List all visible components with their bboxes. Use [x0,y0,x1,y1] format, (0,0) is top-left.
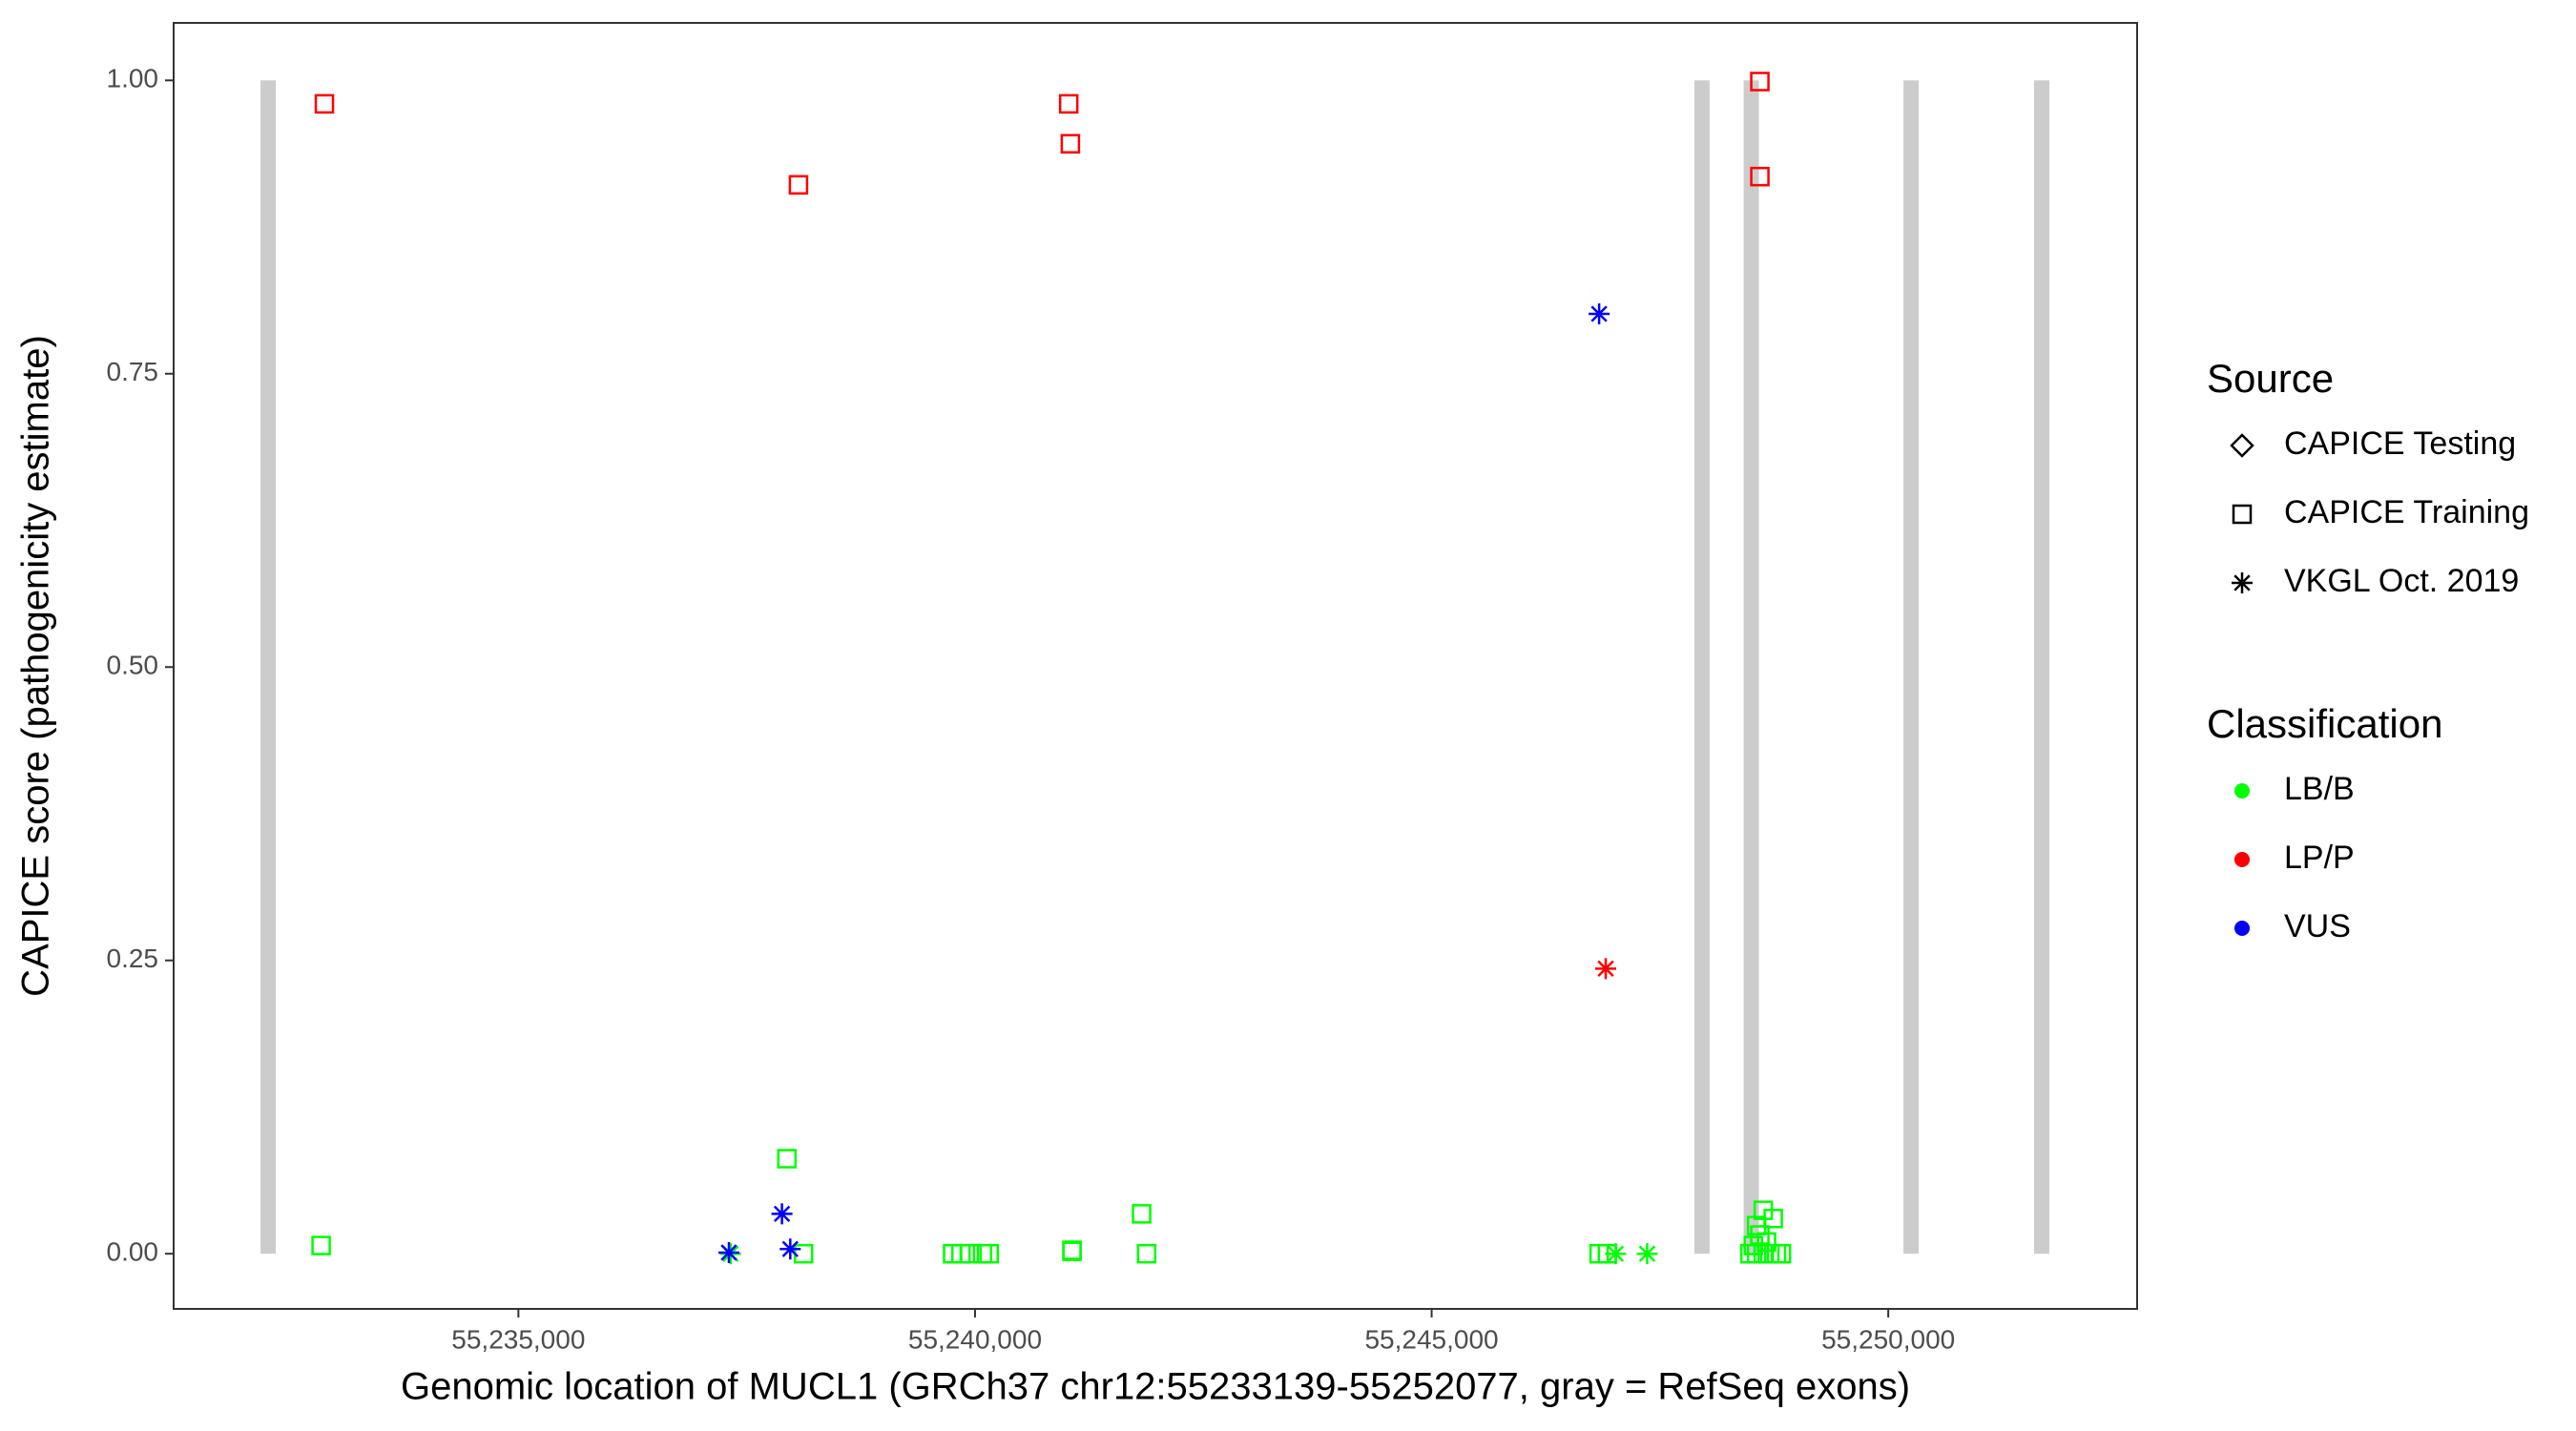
legend-symbol [2232,572,2253,593]
legend-symbol [2232,504,2253,525]
data-point [959,1243,980,1264]
exon-bar [1743,80,1759,1255]
square-shape [1136,1243,1157,1264]
x-tick-label: 55,240,000 [908,1324,1042,1354]
legend-symbol [2234,921,2250,936]
legend-label: LP/P [2284,840,2355,876]
data-point [1766,1243,1787,1264]
data-point [1060,134,1081,154]
square-shape [777,1149,798,1169]
data-point [1636,1243,1658,1265]
legend-symbol [2234,852,2250,867]
data-point [1062,1241,1082,1261]
square-shape [1750,1225,1770,1245]
square-shape [1766,1243,1787,1264]
data-point [311,1235,331,1255]
plot-border [173,22,2138,1310]
square-shape [959,1243,980,1264]
square-shape [788,175,809,195]
data-point [793,1243,814,1264]
asterisk-arm [1590,305,1608,322]
square-shape [793,1243,814,1264]
asterisk-arm [720,1244,737,1261]
legend-label: CAPICE Testing [2284,425,2516,462]
square-shape [2232,504,2253,525]
square-shape [979,1243,1000,1264]
asterisk-arm [2233,574,2251,591]
square-shape [1750,166,1770,187]
exon-bar [1693,80,1710,1255]
asterisk-arm [1597,960,1614,977]
legend-title: Classification [2207,701,2442,746]
y-tick-label: 0.25 [107,944,159,973]
data-point [972,1243,993,1264]
data-point [788,175,809,195]
data-point [1062,1240,1082,1260]
data-point [1756,1232,1776,1253]
data-point [1132,1204,1152,1224]
data-point [1771,1243,1792,1264]
legend-label: LB/B [2284,771,2355,807]
legend-symbol [2234,783,2250,798]
square-shape [972,1243,993,1264]
data-point [779,1238,801,1260]
square-shape [1132,1204,1152,1224]
exon-bar [2033,80,2049,1255]
diamond-shape [2230,433,2254,458]
square-shape [1756,1232,1776,1253]
legend-label: CAPICE Training [2284,494,2529,530]
data-point [771,1203,793,1225]
asterisk-arm [781,1240,799,1257]
data-point [777,1149,798,1169]
legend-symbol [2230,433,2254,458]
asterisk-arm [1638,1245,1656,1262]
y-tick-label: 0.75 [107,357,159,386]
data-point [979,1243,1000,1264]
data-point [1136,1243,1157,1264]
square-shape [1060,134,1081,154]
data-point [1594,958,1616,980]
data-point [1058,93,1079,114]
exon-bar [1903,80,1920,1255]
x-tick-label: 55,235,000 [451,1324,585,1354]
square-shape [1062,1241,1082,1261]
square-shape [314,93,335,114]
y-tick-label: 0.50 [107,651,159,680]
exon-bar [260,80,277,1255]
square-shape [1750,72,1770,92]
asterisk-arm [773,1205,791,1223]
data-point [1750,1225,1770,1245]
square-shape [311,1235,331,1255]
x-axis-title: Genomic location of MUCL1 (GRCh37 chr12:… [401,1366,1910,1408]
data-point [1750,72,1770,92]
square-shape [1062,1240,1082,1260]
y-axis-title: CAPICE score (pathogenicity estimate) [15,335,57,997]
square-shape [1058,93,1079,114]
legend-label: VKGL Oct. 2019 [2284,563,2519,599]
x-tick-label: 55,250,000 [1821,1324,1955,1354]
square-shape [1771,1243,1792,1264]
y-tick-label: 1.00 [107,64,159,93]
legend-label: VUS [2284,908,2351,944]
data-point [1589,303,1610,325]
data-point [1605,1243,1627,1265]
y-tick-label: 0.00 [107,1237,159,1267]
legend-title: Source [2207,356,2334,401]
data-point [717,1241,739,1263]
data-point [314,93,335,114]
asterisk-arm [1607,1245,1625,1262]
data-point [1750,166,1770,187]
x-tick-label: 55,245,000 [1364,1324,1498,1354]
